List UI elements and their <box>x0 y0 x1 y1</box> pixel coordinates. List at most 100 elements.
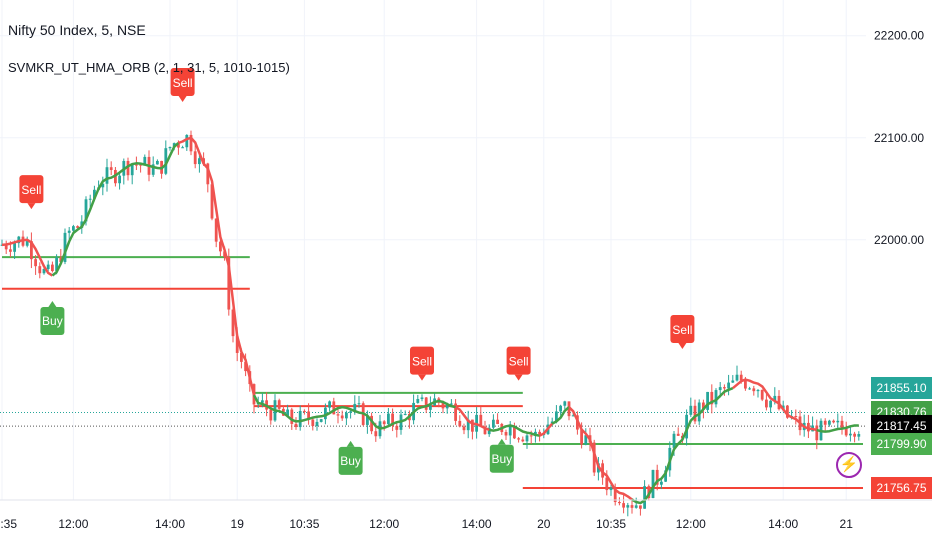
candle <box>492 419 495 428</box>
candle <box>605 477 609 491</box>
candle <box>0 244 4 246</box>
candle <box>504 432 508 436</box>
buy-label-text: Buy <box>42 314 63 328</box>
price-axis[interactable]: 22200.00 22100.00 22000.00 <box>874 29 924 247</box>
indicator-label[interactable]: SVMKR_UT_HMA_ORB (2, 1, 31, 5, 1010-1015… <box>8 60 290 75</box>
price-tick-label: 22000.00 <box>874 233 924 247</box>
price-tag: 21756.75 <box>871 477 932 499</box>
price-tick-label: 22100.00 <box>874 131 924 145</box>
candle <box>676 433 680 436</box>
candle <box>429 405 432 410</box>
price-tag: 21855.10 <box>871 376 932 399</box>
candle <box>93 189 96 199</box>
time-tick-label: 10:35 <box>0 517 17 531</box>
symbol-title[interactable]: Nifty 50 Index, 5, NSE <box>8 22 146 38</box>
buy-signal: Buy <box>489 438 514 473</box>
time-tick-label: 19 <box>231 517 245 531</box>
time-tick-label: 14:00 <box>768 517 798 531</box>
candle <box>231 309 235 337</box>
candle <box>307 411 310 420</box>
candle <box>332 401 336 415</box>
candle <box>382 421 386 425</box>
buy-label-box <box>40 307 65 336</box>
candle <box>349 411 352 413</box>
candle <box>462 426 466 431</box>
buy-label-box <box>489 444 514 473</box>
candle <box>84 199 88 222</box>
candle <box>109 167 113 170</box>
sell-label-box <box>670 314 695 343</box>
candle <box>130 164 134 176</box>
candle <box>466 419 470 431</box>
candle <box>739 374 743 381</box>
candle <box>529 435 533 437</box>
candle <box>269 409 273 421</box>
candle <box>760 389 764 400</box>
sell-label-text: Sell <box>672 323 692 337</box>
candle <box>731 380 735 383</box>
candle <box>702 402 705 410</box>
candle <box>592 442 596 473</box>
candle <box>525 435 529 442</box>
buy-label-pointer <box>497 438 506 445</box>
candle <box>42 269 46 274</box>
candle <box>479 414 483 427</box>
candle <box>34 259 37 267</box>
candle <box>76 226 79 228</box>
candle <box>135 164 138 166</box>
hma-line-red <box>568 406 633 501</box>
time-tick-label: 10:35 <box>289 517 319 531</box>
candle <box>693 405 697 422</box>
candle <box>786 405 789 418</box>
candle <box>618 502 621 504</box>
time-axis[interactable]: 10:35 12:00 14:00 19 10:35 12:00 14:00 20 10:35 1… <box>0 499 932 531</box>
buy-signal: Buy <box>338 440 363 475</box>
candle <box>261 400 264 403</box>
candle <box>584 435 588 445</box>
candle <box>744 380 747 389</box>
candle <box>374 431 378 437</box>
candle <box>240 352 243 362</box>
candle <box>794 416 798 418</box>
signals: Sell Buy Sell Buy Sell Sell Buy Sell <box>19 68 695 475</box>
hma-line-green <box>631 387 734 505</box>
candle <box>244 361 247 372</box>
hma-line-red <box>178 136 256 396</box>
candle <box>72 226 75 231</box>
candle <box>9 249 12 252</box>
candle <box>315 421 319 427</box>
sell-label-box <box>506 346 531 375</box>
candle <box>13 243 16 252</box>
candle <box>298 410 302 428</box>
hma-line-green <box>816 424 859 433</box>
candle <box>126 160 130 176</box>
candle <box>387 413 390 425</box>
price-tag: 21817.45 <box>871 415 932 438</box>
candle <box>735 374 739 381</box>
candle <box>395 425 399 430</box>
hma-line-red <box>539 422 554 437</box>
candle <box>765 399 768 408</box>
candle <box>563 401 567 406</box>
candle <box>727 382 730 389</box>
candle <box>193 151 197 165</box>
candle <box>185 134 189 148</box>
candle <box>156 160 159 165</box>
candle <box>752 388 756 392</box>
buy-label-text: Buy <box>340 454 361 468</box>
candle <box>836 420 840 423</box>
price-axis-bg[interactable] <box>866 0 932 550</box>
buy-label-box <box>338 446 363 475</box>
candle <box>235 336 239 353</box>
candle <box>685 414 688 439</box>
sell-label-pointer <box>514 374 523 381</box>
candle <box>508 425 512 436</box>
candle <box>366 415 369 425</box>
candle <box>609 487 613 491</box>
lightning-icon[interactable]: ⚡ <box>836 452 862 478</box>
candle <box>756 389 760 392</box>
candle <box>450 403 453 405</box>
candle <box>294 423 298 428</box>
